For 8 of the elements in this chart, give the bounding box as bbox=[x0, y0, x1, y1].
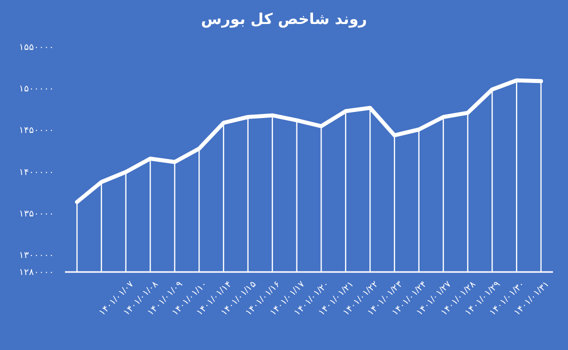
y-tick-label: ۱۲۸۰۰۰۰ bbox=[19, 266, 54, 277]
y-tick-label: ۱۴۰۰۰۰۰ bbox=[19, 166, 54, 177]
y-tick-label: ۱۴۵۰۰۰۰ bbox=[19, 125, 54, 136]
y-tick-label: ۱۳۰۰۰۰۰ bbox=[19, 250, 54, 260]
y-tick-label: ۱۳۵۰۰۰۰ bbox=[19, 208, 54, 219]
y-tick-label: ۱۵۵۰۰۰۰ bbox=[19, 42, 54, 52]
chart-title: روند شاخص کل بورس bbox=[200, 10, 368, 28]
y-tick-label: ۱۵۰۰۰۰۰ bbox=[19, 84, 54, 94]
